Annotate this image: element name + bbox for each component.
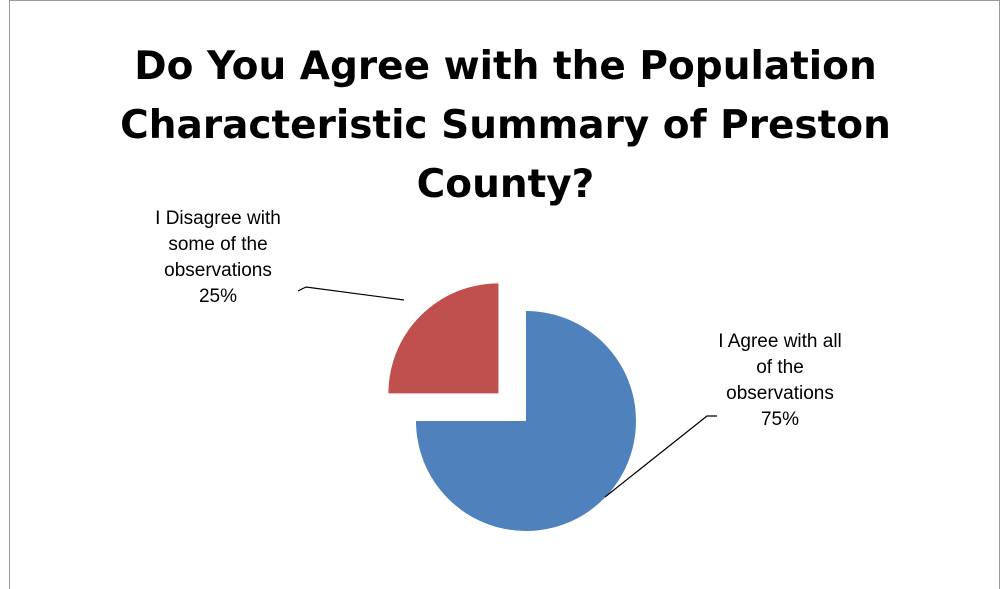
slice-label-agree: I Agree with all of the observations 75%	[690, 329, 870, 433]
slice-label-agree-line-2: of the	[756, 357, 804, 378]
slice-label-disagree: I Disagree with some of the observations…	[128, 206, 308, 310]
chart-title-line-3: County?	[416, 162, 595, 207]
pie-slice-agree	[416, 311, 636, 531]
slice-label-agree-line-1: I Agree with all	[718, 331, 842, 352]
slice-label-disagree-line-1: I Disagree with	[155, 208, 281, 229]
leader-line-agree	[604, 415, 717, 498]
pie-slice-disagree	[388, 283, 499, 394]
chart-title-line-1: Do You Agree with the Population	[134, 44, 877, 89]
chart-title-line-2: Characteristic Summary of Preston	[120, 103, 891, 148]
pie-slices	[388, 283, 636, 531]
leader-line-disagree	[297, 286, 405, 301]
leader-lines	[297, 286, 717, 498]
slice-label-disagree-percent: 25%	[198, 286, 238, 307]
slice-label-disagree-line-2: some of the	[168, 234, 268, 255]
chart-title: Do You Agree with the Population Charact…	[10, 37, 1000, 214]
slice-label-disagree-line-3: observations	[164, 260, 272, 281]
slice-label-agree-line-3: observations	[726, 383, 834, 404]
slice-label-agree-percent: 75%	[760, 409, 800, 430]
